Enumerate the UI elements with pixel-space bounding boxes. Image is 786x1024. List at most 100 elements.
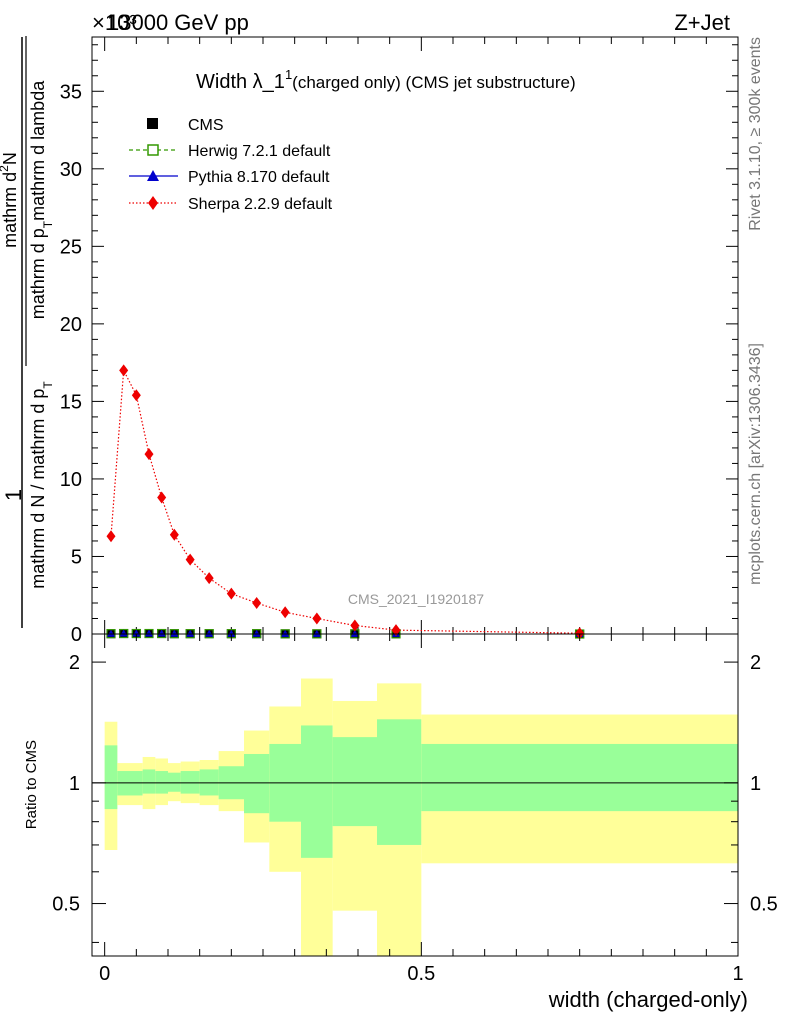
ratio-y-tick-label-right: 0.5 <box>750 894 778 916</box>
legend-marker-pythia <box>147 170 159 181</box>
plot-title-main: Width λ_1 <box>196 71 285 93</box>
pythia-point <box>145 629 153 637</box>
ylabel-den-sub-1: T <box>41 381 55 389</box>
exponent-label: ×10³ <box>92 10 137 35</box>
x-tick-label: 0 <box>99 963 110 985</box>
main-plot-panel: 0 5 10 15 20 25 30 35 CMS_2021_I1920187 Width λ… <box>60 36 739 646</box>
sherpa-point <box>350 619 360 632</box>
pythia-point <box>186 629 195 637</box>
pythia-point <box>252 629 261 637</box>
x-axis-label: width (charged-only) <box>548 987 748 1012</box>
ylabel-numerator-2: mathrm d2N <box>0 152 20 248</box>
ratio-plot-frame <box>91 633 739 957</box>
pythia-point <box>312 629 321 637</box>
ratio-y-tick-label-right: 1 <box>750 773 761 795</box>
pythia-point <box>350 629 359 637</box>
ratio-band-inner <box>332 737 377 827</box>
main-y-tick-label: 20 <box>60 314 82 336</box>
ylabel-den-sub-2: T <box>41 220 55 228</box>
ratio-plot-panel: 0.5 0.51 12 2 0 0.5 1 <box>52 633 778 985</box>
main-y-tick-label: 30 <box>60 159 82 181</box>
sherpa-point <box>185 553 195 566</box>
pythia-point <box>281 629 290 637</box>
main-y-tick-label: 0 <box>71 624 82 646</box>
pythia-point <box>205 629 214 637</box>
ratio-band-inner <box>301 725 333 858</box>
main-series-layer <box>106 364 585 640</box>
ratio-band-inner <box>142 769 156 794</box>
legend: CMS Herwig 7.2.1 default Pythia 8.170 de… <box>129 117 333 213</box>
ylabel-numerator-exp: 2 <box>0 165 11 172</box>
main-y-axis-label: 1 mathrm d2N mathrm d pTmathrm d lambda … <box>0 36 55 628</box>
ratio-band-inner <box>180 771 200 794</box>
sherpa-point <box>204 572 214 585</box>
legend-marker-herwig <box>147 144 159 156</box>
sherpa-point <box>226 587 236 600</box>
pythia-point <box>119 629 128 637</box>
plot-title: Width λ_11(charged only) (CMS jet substr… <box>196 67 576 93</box>
x-tick-label: 1 <box>732 963 743 985</box>
mcplots-label: mcplots.cern.ch [arXiv:1306.3436] <box>747 343 764 585</box>
legend-label-sherpa: Sherpa 2.2.9 default <box>188 196 333 213</box>
main-y-tick-label: 5 <box>71 546 82 568</box>
ratio-band-inner <box>168 772 181 792</box>
ylabel-den-3: mathrm d lambda <box>28 80 48 221</box>
ylabel-numerator-rest: N <box>0 152 20 165</box>
main-y-tick-label: 15 <box>60 391 82 413</box>
sherpa-point <box>575 627 585 640</box>
legend-label-pythia: Pythia 8.170 default <box>188 169 330 186</box>
ylabel-numerator-prefix: mathrm d <box>0 172 20 248</box>
legend-label-cms: CMS <box>188 117 224 134</box>
ratio-band-inner <box>421 743 738 812</box>
legend-marker-sherpa <box>148 196 158 210</box>
sherpa-line <box>110 368 580 634</box>
ylabel-numerator-1: 1 <box>1 489 26 501</box>
pythia-point <box>170 629 179 637</box>
x-tick-label: 0.5 <box>407 963 435 985</box>
sherpa-point <box>280 606 290 619</box>
pythia-point <box>107 629 115 637</box>
sherpa-point <box>169 528 179 541</box>
ratio-band-inner <box>104 745 118 810</box>
ratio-y-tick-label: 1 <box>69 773 80 795</box>
sherpa-point <box>252 596 262 609</box>
process-label: Z+Jet <box>674 10 730 35</box>
analysis-watermark: CMS_2021_I1920187 <box>348 591 484 607</box>
plot-title-rest: (charged only) (CMS jet substructure) <box>292 73 575 92</box>
ratio-band-inner <box>155 771 168 794</box>
ratio-y-tick-label: 2 <box>69 652 80 674</box>
pythia-point <box>227 629 236 637</box>
main-x-axis <box>104 37 739 634</box>
ratio-band-inner <box>244 753 270 814</box>
sherpa-point <box>157 491 167 504</box>
ylabel-den-1: mathrm d N / mathrm d p <box>28 389 48 589</box>
ratio-bands-layer <box>104 678 738 956</box>
main-y-axis: 0 5 10 15 20 25 30 35 <box>60 44 738 646</box>
plot-title-sup: 1 <box>285 67 292 82</box>
ratio-y-tick-label-right: 2 <box>750 652 761 674</box>
legend-label-herwig: Herwig 7.2.1 default <box>188 143 331 160</box>
pythia-point <box>132 629 141 637</box>
main-y-tick-label: 10 <box>60 469 82 491</box>
rivet-label: Rivet 3.1.10, ≥ 300k events <box>747 37 764 231</box>
legend-marker-cms <box>147 118 158 129</box>
sherpa-point <box>106 530 116 543</box>
ratio-y-tick-label: 0.5 <box>52 894 80 916</box>
ylabel-den-2: mathrm d p <box>28 228 48 319</box>
pythia-point <box>157 629 166 637</box>
ylabel-denominator: mathrm d N / mathrm d pT <box>28 381 55 589</box>
sherpa-point <box>131 389 141 402</box>
energy-label: 13000 GeV pp <box>107 10 249 35</box>
sherpa-point <box>391 624 401 637</box>
ratio-band-inner <box>377 719 422 845</box>
ratio-y-axis: 0.5 0.5 1 1 2 2 <box>52 652 778 943</box>
sherpa-point <box>312 612 322 625</box>
ratio-x-axis: 0 0.5 1 <box>99 634 744 985</box>
main-y-tick-label: 25 <box>60 236 82 258</box>
sherpa-point <box>144 448 154 461</box>
sherpa-point <box>119 364 129 377</box>
main-y-tick-label: 35 <box>60 81 82 103</box>
ratio-y-axis-label: Ratio to CMS <box>23 740 40 829</box>
ylabel-inner-denominator: mathrm d pTmathrm d lambda <box>28 80 55 319</box>
